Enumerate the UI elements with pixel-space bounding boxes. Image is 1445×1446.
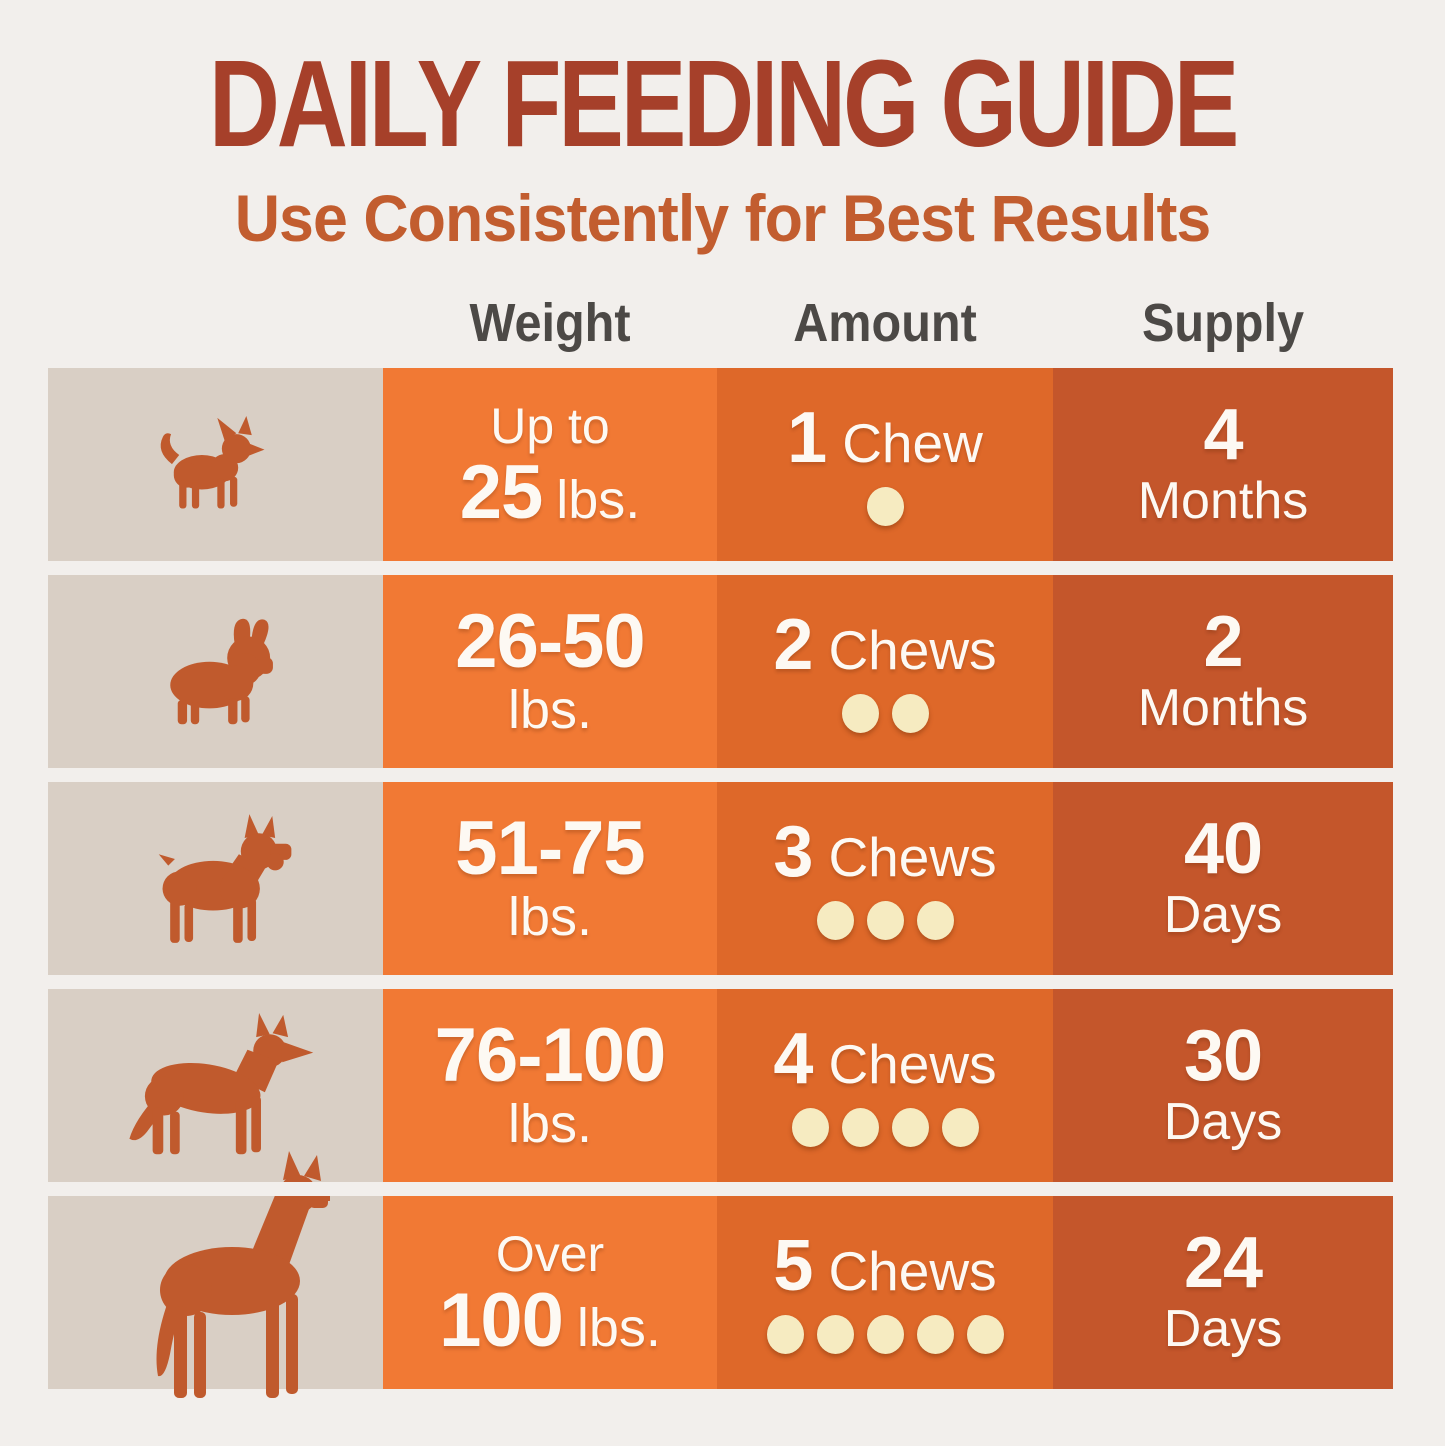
chew-dot	[816, 901, 854, 941]
amount-cell: 2 Chews	[717, 575, 1053, 768]
column-header-weight: Weight	[469, 293, 631, 353]
amount-label: Chews	[828, 1239, 997, 1302]
table-row: Over 100 lbs. 5 Chews 24 Days	[48, 1151, 1393, 1398]
chew-dot	[841, 1108, 879, 1148]
dog-cell	[48, 782, 383, 975]
table-row: Up to 25 lbs. 1 Chew 4 Months	[48, 368, 1393, 561]
column-header-amount: Amount	[793, 293, 977, 353]
supply-value: 30	[1183, 1015, 1263, 1096]
page-title: DAILY FEEDING GUIDE	[208, 36, 1239, 173]
chew-dot	[841, 694, 879, 734]
row-gap-mask	[0, 1182, 1445, 1196]
chew-dots	[791, 1108, 979, 1148]
supply-value: 2	[1203, 601, 1243, 682]
weight-unit: lbs.	[507, 680, 593, 741]
great-dane-icon	[156, 1151, 330, 1398]
supply-unit: Months	[1137, 472, 1309, 531]
chihuahua-icon	[160, 415, 265, 509]
amount-label: Chews	[828, 825, 997, 888]
dog-cell	[48, 1151, 383, 1398]
table-row: 76-100 lbs. 4 Chews 30 Days	[48, 989, 1393, 1182]
supply-cell: 40 Days	[1053, 782, 1393, 975]
supply-unit: Months	[1137, 679, 1309, 738]
chew-dots	[816, 901, 954, 941]
weight-unit: lbs.	[556, 469, 641, 530]
boxer-icon	[158, 813, 292, 943]
weight-value: 51-75	[455, 805, 645, 891]
supply-value: 24	[1183, 1222, 1263, 1303]
weight-value: 26-50	[455, 598, 645, 684]
chew-dot	[916, 901, 954, 941]
amount-cell: 1 Chew	[717, 368, 1053, 561]
chew-dot	[891, 1108, 929, 1148]
weight-value: 100	[439, 1277, 564, 1363]
chew-dot	[891, 694, 929, 734]
supply-cell: 4 Months	[1053, 368, 1393, 561]
german-shepherd-icon	[128, 1012, 313, 1154]
amount-value: 3	[773, 811, 813, 892]
page-subtitle: Use Consistently for Best Results	[234, 181, 1212, 255]
chew-dots	[841, 694, 929, 734]
chew-dot	[766, 1315, 804, 1355]
chew-dot	[816, 1315, 854, 1355]
weight-cell: Up to 25 lbs.	[383, 368, 717, 561]
weight-value: 25	[459, 449, 544, 535]
amount-label: Chew	[842, 411, 983, 474]
amount-label: Chews	[828, 618, 997, 681]
chew-dots	[866, 487, 904, 527]
amount-cell: 3 Chews	[717, 782, 1053, 975]
weight-unit: lbs.	[576, 1297, 661, 1358]
amount-value: 5	[773, 1225, 813, 1306]
weight-cell: 26-50 lbs.	[383, 575, 717, 768]
weight-cell: 51-75 lbs.	[383, 782, 717, 975]
supply-unit: Days	[1163, 1300, 1283, 1359]
dog-cell	[48, 575, 383, 768]
supply-unit: Days	[1163, 1093, 1283, 1152]
weight-unit: lbs.	[507, 1094, 593, 1155]
chew-dots	[766, 1315, 1004, 1355]
dog-cell	[48, 368, 383, 561]
amount-cell: 5 Chews	[717, 1196, 1053, 1389]
supply-cell: 24 Days	[1053, 1196, 1393, 1389]
amount-value: 4	[773, 1018, 813, 1099]
chew-dot	[791, 1108, 829, 1148]
weight-prefix: Over	[495, 1225, 605, 1282]
amount-label: Chews	[828, 1032, 997, 1095]
chew-dot	[966, 1315, 1004, 1355]
weight-unit: lbs.	[507, 887, 593, 948]
chew-dot	[866, 487, 904, 527]
chew-dot	[866, 1315, 904, 1355]
weight-value: 76-100	[434, 1012, 667, 1098]
chew-dot	[916, 1315, 954, 1355]
chew-dot	[941, 1108, 979, 1148]
table-row: 26-50 lbs. 2 Chews 2 Months	[48, 575, 1393, 768]
dog-cell	[48, 989, 383, 1182]
weight-prefix: Up to	[490, 397, 610, 454]
french-bulldog-icon	[169, 618, 273, 724]
weight-cell: 76-100 lbs.	[383, 989, 717, 1182]
chew-dot	[866, 901, 904, 941]
supply-cell: 30 Days	[1053, 989, 1393, 1182]
supply-value: 40	[1183, 808, 1263, 889]
table-row: 51-75 lbs. 3 Chews 40 Days	[48, 782, 1393, 975]
supply-unit: Days	[1163, 886, 1283, 945]
amount-cell: 4 Chews	[717, 989, 1053, 1182]
supply-value: 4	[1203, 394, 1243, 475]
amount-value: 1	[787, 397, 827, 478]
supply-cell: 2 Months	[1053, 575, 1393, 768]
weight-cell: Over 100 lbs.	[383, 1196, 717, 1389]
column-header-supply: Supply	[1141, 293, 1304, 353]
amount-value: 2	[773, 604, 813, 685]
